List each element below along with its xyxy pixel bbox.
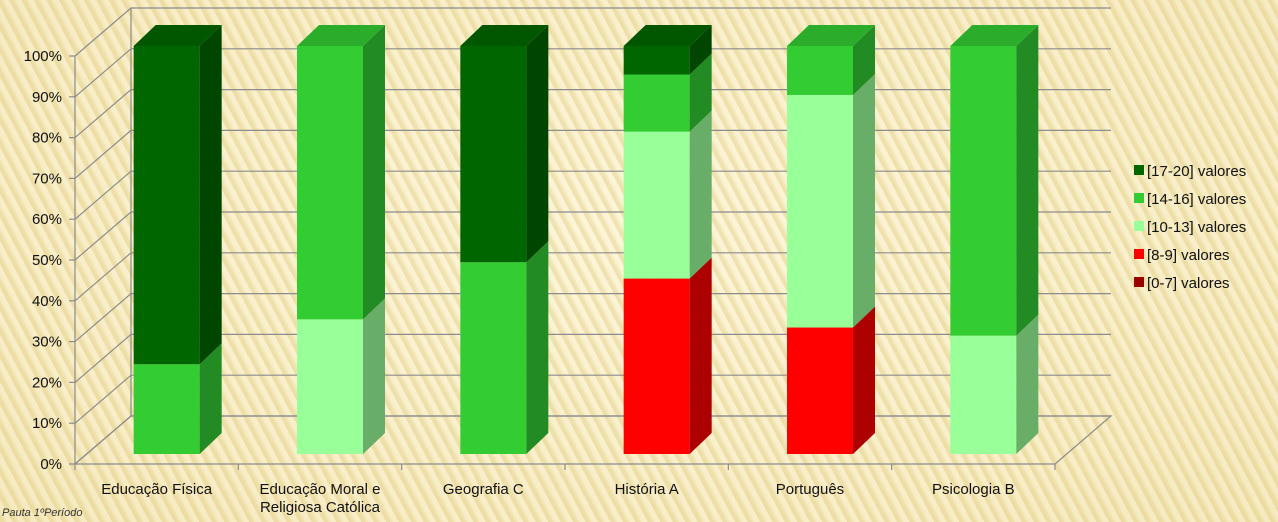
bar-front (787, 327, 853, 454)
bar-segment (460, 241, 549, 454)
category-label-line: História A (615, 481, 679, 498)
x-axis-category-labels: Educação Física Educação Moral e Religiosa… (74, 464, 1056, 516)
bar-front (623, 74, 690, 132)
legend-label: [0-7] valores (1147, 275, 1230, 292)
bar-top (787, 25, 875, 46)
bar-side (526, 241, 549, 454)
bar-front (950, 335, 1017, 454)
bar-segment (623, 257, 712, 454)
bar-side (199, 343, 222, 454)
y-tick-label: 100% (24, 48, 62, 65)
legend-item: [10-13] valores (1134, 219, 1246, 236)
category-label-line: Religiosa Católica (260, 499, 381, 516)
footer-caption: Pauta 1ºPeríodo (2, 507, 83, 519)
bar-segment (297, 25, 385, 320)
bar-front (133, 364, 200, 454)
bar-front (787, 46, 853, 95)
y-tick-label: 90% (32, 89, 62, 106)
bar-side (853, 306, 875, 454)
bar-side (689, 25, 712, 75)
bar-top (297, 25, 385, 46)
category-label-line: Educação Física (101, 481, 213, 498)
bar-side (689, 53, 712, 132)
category-label: Português (776, 481, 844, 498)
bars (133, 25, 1039, 454)
y-tick-label: 0% (40, 456, 62, 473)
bar-side (363, 25, 385, 320)
category-label: Educação Moral e Religiosa Católica (260, 481, 381, 516)
legend-item: [0-7] valores (1134, 275, 1230, 292)
bar-segment (950, 314, 1039, 454)
legend: [17-20] valores [14-16] valores [10-13] va… (1134, 163, 1246, 292)
bar-front (950, 46, 1017, 336)
bar-top (460, 25, 549, 46)
bar-segment (787, 25, 875, 95)
bar-segment (623, 25, 712, 75)
legend-swatch (1134, 277, 1144, 287)
y-tick-label: 10% (32, 415, 62, 432)
y-axis-tick-labels: 0% 10% 20% 30% 40% 50% 60% 70% 80% 90% 100% (24, 48, 75, 473)
legend-label: [17-20] valores (1147, 163, 1246, 180)
bar-side (689, 110, 712, 279)
y-tick-label: 70% (32, 170, 62, 187)
y-tick-label: 80% (32, 130, 62, 147)
legend-swatch (1134, 249, 1144, 259)
y-tick-label: 40% (32, 293, 62, 310)
category-label-line: Português (776, 481, 844, 498)
bar-side (199, 25, 222, 365)
legend-item: [14-16] valores (1134, 191, 1246, 208)
bar-front (133, 46, 200, 365)
bar-side (526, 25, 549, 263)
bar-segment (787, 73, 875, 328)
bar-front (623, 131, 690, 279)
legend-swatch (1134, 165, 1144, 175)
bar-top (133, 25, 222, 46)
bar-top (623, 25, 712, 46)
category-label-line: Geografia C (443, 481, 524, 498)
category-label-line: Psicologia B (932, 481, 1015, 498)
bar-side (363, 298, 385, 454)
bar-segment (133, 343, 222, 454)
y-tick-label: 20% (32, 374, 62, 391)
category-label: Geografia C (443, 481, 524, 498)
legend-item: [17-20] valores (1134, 163, 1246, 180)
bar-segment (460, 25, 549, 263)
bar-front (623, 46, 690, 75)
y-tick-label: 30% (32, 334, 62, 351)
bar-front (297, 46, 363, 320)
bar-front (623, 278, 690, 454)
bar-front (297, 319, 363, 454)
bar-side (1016, 25, 1039, 336)
bar-segment (787, 306, 875, 454)
category-label: Educação Física (101, 481, 213, 498)
bar-front (460, 262, 527, 454)
category-label: História A (615, 481, 679, 498)
legend-item: [8-9] valores (1134, 247, 1230, 264)
bar-side (1016, 314, 1039, 454)
bar-segment (623, 53, 712, 132)
legend-swatch (1134, 193, 1144, 203)
bar-segment (133, 25, 222, 365)
y-tick-label: 60% (32, 211, 62, 228)
bar-segment (297, 298, 385, 454)
bar-front (787, 94, 853, 328)
category-label: Psicologia B (932, 481, 1015, 498)
bar-side (853, 73, 875, 328)
legend-label: [14-16] valores (1147, 191, 1246, 208)
legend-label: [8-9] valores (1147, 247, 1230, 264)
bar-segment (950, 25, 1039, 336)
bar-front (460, 46, 527, 263)
bar-side (853, 25, 875, 95)
bar-side (689, 257, 712, 454)
bar-top (950, 25, 1039, 46)
legend-label: [10-13] valores (1147, 219, 1246, 236)
y-tick-label: 50% (32, 252, 62, 269)
category-label-line: Educação Moral e (260, 481, 381, 498)
legend-swatch (1134, 221, 1144, 231)
bar-segment (623, 110, 712, 279)
